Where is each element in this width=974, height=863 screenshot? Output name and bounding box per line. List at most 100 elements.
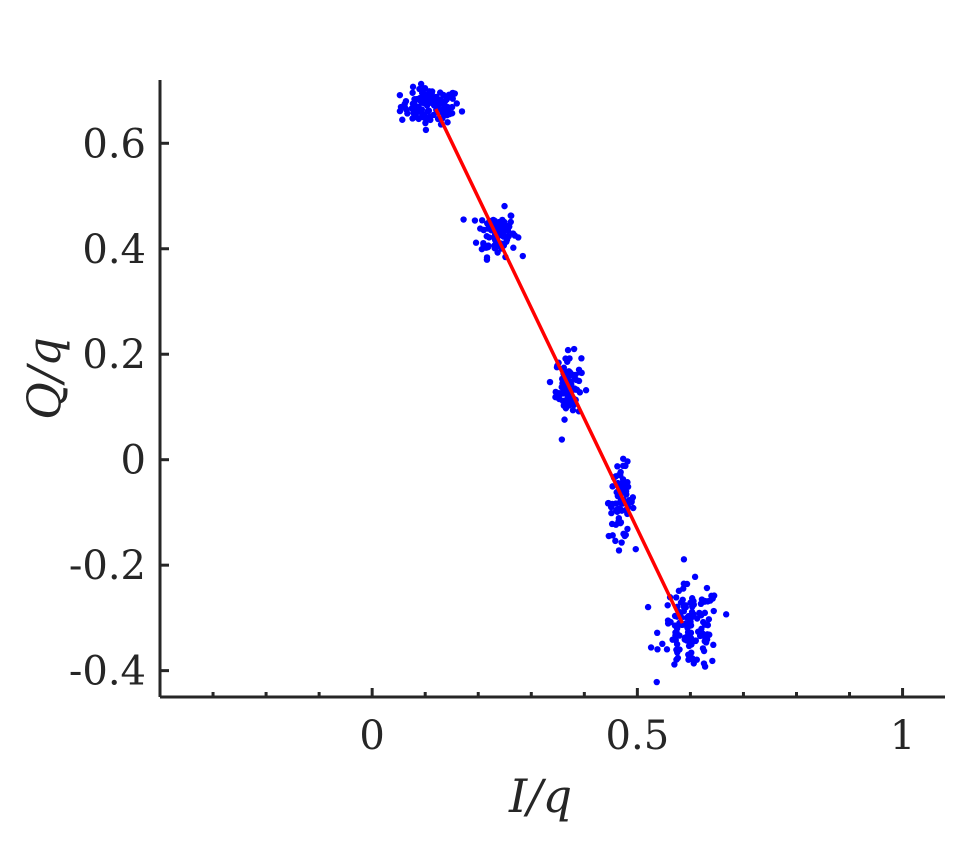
data-point (680, 580, 688, 587)
y-tick-label: -0.2 (69, 543, 146, 589)
data-point (409, 83, 417, 91)
data-point (691, 573, 699, 581)
data-point (614, 508, 621, 515)
data-point (483, 256, 491, 263)
data-point (480, 226, 488, 234)
data-point (644, 603, 652, 611)
data-point (614, 463, 621, 470)
data-point (410, 104, 417, 112)
x-tick-label: 0.5 (606, 713, 670, 759)
data-point (709, 657, 716, 665)
data-point (564, 358, 571, 365)
data-point (663, 646, 671, 653)
data-point (700, 647, 708, 655)
data-point (399, 116, 406, 123)
data-point (685, 614, 692, 621)
data-point (685, 651, 692, 658)
data-point (417, 80, 425, 88)
data-point (440, 91, 447, 99)
data-point (682, 604, 690, 611)
data-point (722, 611, 730, 618)
data-point (608, 520, 616, 528)
data-point (707, 597, 714, 604)
data-point (615, 547, 623, 554)
data-point (418, 106, 426, 113)
data-point (515, 234, 522, 241)
y-tick-label: 0.6 (82, 121, 146, 167)
data-point (496, 220, 503, 227)
x-axis-label: I/q (508, 769, 572, 823)
data-point (471, 217, 479, 224)
data-point (689, 603, 696, 610)
data-point (401, 100, 408, 108)
axes (158, 80, 945, 699)
data-point (491, 245, 498, 252)
data-point (698, 596, 706, 603)
data-point (444, 119, 451, 126)
data-point (659, 640, 666, 648)
data-point (446, 110, 454, 118)
data-point (701, 663, 709, 670)
data-point (460, 216, 467, 223)
data-point (705, 616, 713, 623)
data-point (560, 386, 567, 393)
x-tick-label: 1 (890, 713, 915, 759)
data-point (667, 618, 674, 626)
data-point (653, 678, 660, 686)
y-axis-label: Q/q (17, 337, 71, 420)
data-point (443, 96, 450, 103)
data-point (571, 376, 578, 383)
data-point (449, 89, 457, 97)
fit-line (434, 108, 685, 624)
data-point (688, 595, 696, 602)
data-point (664, 602, 671, 609)
data-point (546, 378, 554, 386)
data-point (704, 621, 712, 629)
y-tick-label: 0 (121, 438, 146, 484)
data-point (672, 594, 680, 601)
ticks: 0 0.5 1 -0.4 -0.2 0 0.2 0.4 0.6 (69, 121, 915, 759)
data-point (618, 539, 625, 546)
data-point (706, 631, 713, 638)
data-point (501, 202, 508, 210)
data-point (433, 93, 440, 101)
data-point (422, 126, 430, 134)
data-point (647, 644, 655, 651)
data-point (410, 109, 417, 117)
data-point (576, 369, 583, 376)
data-point (672, 636, 679, 644)
data-point (582, 387, 590, 394)
data-point (692, 637, 699, 645)
data-point (701, 609, 709, 617)
data-point (674, 654, 682, 662)
data-point (578, 355, 585, 362)
data-point (687, 638, 694, 646)
data-point (680, 556, 688, 563)
data-point (615, 471, 623, 479)
data-point (478, 217, 486, 224)
data-point (569, 407, 577, 414)
data-points (396, 80, 730, 686)
data-point (422, 119, 429, 127)
data-point (671, 661, 678, 668)
data-point (509, 230, 517, 237)
data-point (623, 491, 630, 498)
data-point (710, 641, 717, 649)
data-point (624, 525, 631, 533)
data-point (654, 646, 661, 653)
data-point (552, 388, 559, 396)
data-point (558, 436, 566, 443)
data-point (612, 537, 619, 545)
data-point (626, 497, 633, 504)
data-point (621, 532, 628, 540)
data-point (472, 239, 480, 246)
data-point (441, 102, 448, 109)
data-point (619, 455, 627, 462)
data-point (673, 629, 680, 636)
data-point (423, 114, 430, 121)
data-point (703, 584, 711, 592)
data-point (605, 532, 613, 540)
data-point (416, 85, 423, 93)
data-point (564, 346, 572, 354)
